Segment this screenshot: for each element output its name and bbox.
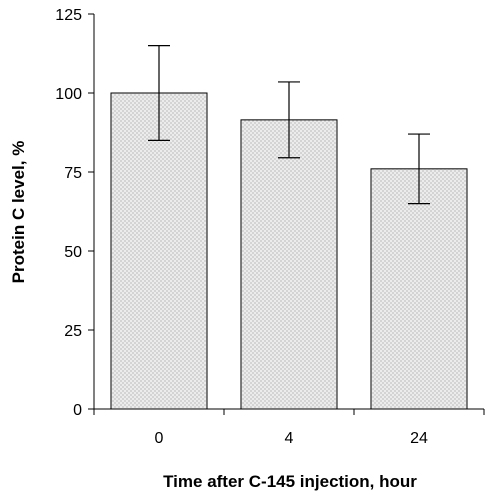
x-tick-label: 24	[410, 430, 428, 447]
error-bars-group	[148, 44, 430, 205]
bar	[240, 119, 338, 410]
x-axis-title: Time after C-145 injection, hour	[163, 472, 417, 491]
x-ticks-group: 0 4 24	[93, 409, 485, 447]
y-tick-label: 125	[55, 7, 82, 24]
x-tick-label: 0	[155, 430, 164, 447]
y-tick-label: 0	[73, 402, 82, 419]
axes-group	[93, 14, 484, 410]
bar	[110, 92, 208, 410]
y-axis-title: Protein C level, %	[9, 141, 28, 284]
y-ticks-group: 0 25 50 75 100 125	[55, 7, 94, 419]
y-tick-label: 75	[64, 165, 82, 182]
y-tick-label: 100	[55, 86, 82, 103]
y-tick-label: 50	[64, 244, 82, 261]
x-tick-label: 4	[285, 430, 294, 447]
bar	[370, 168, 468, 410]
y-tick-label: 25	[64, 323, 82, 340]
